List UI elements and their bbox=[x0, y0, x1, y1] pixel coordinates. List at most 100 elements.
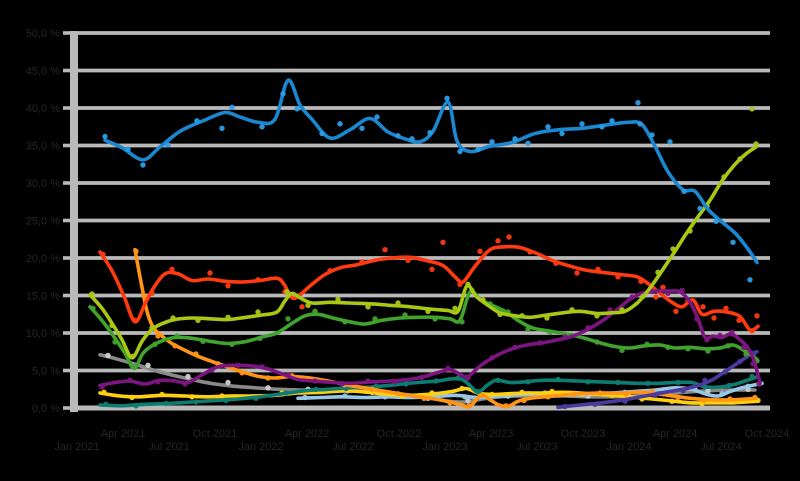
sky-blue-poll-point bbox=[294, 106, 300, 112]
sky-blue-poll-point bbox=[579, 121, 585, 127]
red-poll-point bbox=[615, 274, 621, 280]
lime-green-poll-point bbox=[335, 296, 341, 302]
orange-poll-point bbox=[421, 395, 427, 401]
lime-green-poll-point bbox=[544, 315, 550, 321]
lime-green-poll-point bbox=[594, 313, 600, 319]
red-poll-point bbox=[207, 270, 213, 276]
x-tick-label: Jul 2024 bbox=[700, 441, 742, 453]
red-poll-point bbox=[595, 266, 601, 272]
y-tick-mark bbox=[63, 31, 70, 35]
green-poll-point bbox=[547, 329, 553, 335]
lime-green-poll-point bbox=[225, 314, 231, 320]
sky-blue-poll-point bbox=[637, 121, 643, 127]
orange-poll-point bbox=[172, 343, 178, 349]
indigo-poll-point bbox=[722, 369, 728, 375]
sky-blue-poll-point bbox=[457, 148, 463, 155]
series-red bbox=[98, 234, 760, 334]
purple-poll-point bbox=[99, 384, 105, 390]
orange-poll-point bbox=[479, 392, 485, 398]
light-blue-poll-point bbox=[342, 393, 348, 399]
purple-poll-point bbox=[694, 316, 700, 322]
y-tick-label: 15,0 % bbox=[26, 291, 60, 303]
sky-blue-poll-point bbox=[489, 139, 495, 145]
lime-green-poll-point bbox=[569, 307, 575, 313]
sky-blue-poll-point bbox=[359, 125, 365, 131]
sky-blue-poll-point bbox=[125, 146, 131, 152]
red-poll-point bbox=[574, 270, 580, 276]
indigo-poll-point bbox=[562, 403, 568, 410]
y-tick-label: 5,0 % bbox=[32, 366, 60, 378]
sky-blue-poll-point bbox=[140, 162, 146, 168]
y-tick-label: 20,0 % bbox=[26, 253, 60, 265]
sky-blue-poll-point bbox=[635, 100, 641, 106]
orange-poll-point bbox=[521, 397, 527, 404]
purple-poll-point bbox=[629, 294, 635, 300]
lime-green-poll-point bbox=[149, 325, 155, 331]
green-poll-point bbox=[372, 316, 378, 322]
red-poll-point bbox=[255, 277, 261, 283]
teal-poll-point bbox=[702, 384, 708, 390]
x-tick-label: Apr 2023 bbox=[469, 428, 514, 440]
purple-poll-point bbox=[419, 374, 425, 380]
sky-blue-poll-point bbox=[697, 205, 703, 212]
red-poll-point bbox=[653, 294, 659, 300]
sky-blue-poll-point bbox=[609, 118, 615, 124]
teal-poll-point bbox=[615, 379, 621, 386]
teal-poll-point bbox=[163, 400, 169, 407]
x-tick-label: Jul 2022 bbox=[332, 441, 374, 453]
sky-blue-poll-point bbox=[525, 140, 531, 146]
orange-poll-point bbox=[701, 397, 707, 404]
sky-blue-poll-point bbox=[319, 130, 325, 137]
green-poll-point bbox=[644, 341, 650, 347]
light-blue-poll-point bbox=[462, 394, 468, 400]
green-poll-point bbox=[594, 339, 600, 345]
teal-poll-point bbox=[403, 381, 409, 387]
green-poll-point bbox=[200, 338, 206, 344]
green-poll-point bbox=[132, 364, 138, 370]
indigo-poll-point bbox=[592, 401, 598, 407]
x-tick-label: Apr 2024 bbox=[653, 428, 698, 440]
y-tick-mark bbox=[63, 218, 70, 223]
yellow-poll-point bbox=[189, 394, 195, 400]
teal-poll-point bbox=[223, 397, 229, 404]
red-poll-point bbox=[149, 290, 155, 296]
orange-poll-point bbox=[447, 400, 453, 406]
orange-poll-point bbox=[545, 394, 551, 400]
lime-green-poll-point bbox=[305, 302, 311, 308]
gridlines bbox=[63, 31, 770, 411]
gray-poll-point bbox=[265, 385, 271, 391]
teal-poll-point bbox=[455, 375, 461, 381]
purple-poll-point bbox=[209, 367, 215, 373]
lime-green-poll-point bbox=[619, 307, 625, 313]
purple-poll-point bbox=[127, 377, 133, 383]
teal-poll-point bbox=[749, 373, 755, 380]
gray-poll-point bbox=[185, 373, 191, 380]
orange-poll-point bbox=[623, 391, 629, 397]
sky-blue-poll-point bbox=[747, 277, 753, 283]
teal-trend-line bbox=[98, 375, 758, 408]
orange-poll-point bbox=[369, 386, 375, 392]
sky-blue-poll-point bbox=[259, 124, 265, 130]
red-poll-point bbox=[553, 260, 559, 266]
purple-poll-point bbox=[235, 362, 241, 368]
light-blue-poll-point bbox=[745, 383, 751, 389]
yellow-poll-point bbox=[429, 390, 435, 396]
green-poll-point bbox=[112, 339, 118, 345]
yellow-poll-point bbox=[549, 388, 555, 395]
yellow-poll-point bbox=[129, 394, 135, 401]
orange-poll-point bbox=[155, 333, 161, 339]
purple-poll-point bbox=[445, 365, 451, 371]
sky-blue-poll-point bbox=[730, 239, 736, 245]
teal-poll-point bbox=[525, 379, 531, 385]
orange-poll-point bbox=[675, 394, 681, 401]
x-tick-label: Jan 2021 bbox=[54, 441, 99, 453]
green-poll-point bbox=[743, 351, 749, 357]
red-poll-point bbox=[477, 248, 483, 254]
x-tick-label: Oct 2024 bbox=[745, 428, 790, 440]
green-poll-point bbox=[432, 316, 438, 322]
teal-poll-point bbox=[555, 376, 561, 383]
red-poll-point bbox=[749, 328, 755, 334]
y-tick-mark bbox=[63, 106, 70, 110]
y-tick-mark bbox=[63, 331, 70, 335]
